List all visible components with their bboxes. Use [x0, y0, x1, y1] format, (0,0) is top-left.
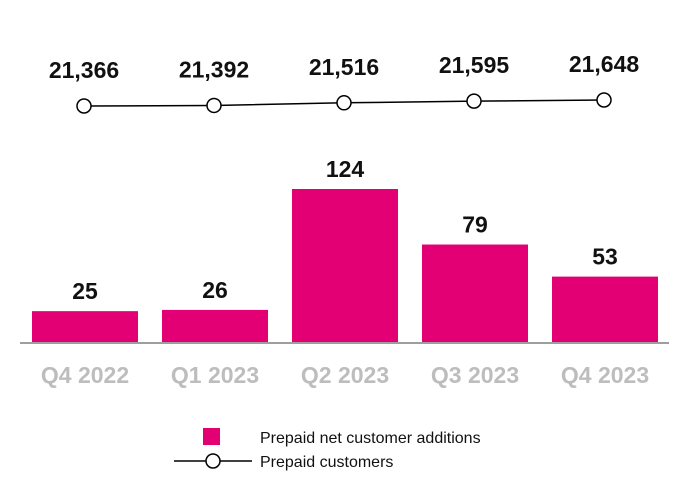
legend-label-bar: Prepaid net customer additions [260, 430, 481, 447]
bar-q3-2023 [422, 244, 528, 342]
line-value-label: 21,366 [49, 57, 119, 83]
bar-value-label: 26 [202, 277, 228, 303]
legend-swatch-bar [203, 428, 220, 445]
line-value-label: 21,392 [179, 56, 249, 82]
bar-q2-2023 [292, 189, 398, 342]
line-point-marker [466, 93, 482, 109]
bar-value-label: 53 [592, 244, 618, 270]
category-label: Q4 2023 [561, 362, 649, 388]
bar-q4-2022 [32, 311, 138, 342]
category-label: Q4 2022 [41, 362, 129, 388]
category-labels: Q4 2022 Q1 2023 Q2 2023 Q3 2023 Q4 2023 [41, 362, 649, 388]
category-label: Q2 2023 [301, 362, 389, 388]
line-point-marker [206, 97, 222, 114]
bar-q4-2023 [552, 276, 658, 342]
bar-value-label: 25 [72, 278, 98, 304]
category-label: Q1 2023 [171, 362, 259, 388]
category-label: Q3 2023 [431, 362, 519, 388]
line-value-labels: 21,366 21,392 21,516 21,595 21,648 [49, 51, 640, 83]
line-point-marker [336, 95, 352, 111]
bars-group [32, 189, 658, 342]
line-value-label: 21,516 [309, 54, 379, 80]
bar-value-label: 124 [326, 156, 365, 182]
bar-value-labels: 25 26 124 79 53 [72, 156, 618, 304]
line-value-label: 21,595 [439, 52, 510, 78]
line-point-marker [76, 98, 92, 114]
legend-marker-icon [205, 453, 221, 469]
line-value-label: 21,648 [569, 51, 640, 77]
line-point-marker [596, 92, 612, 108]
legend-label-line: Prepaid customers [260, 454, 393, 471]
bar-q1-2023 [162, 309, 268, 342]
legend: Prepaid net customer additions Prepaid c… [174, 428, 481, 471]
line-series-group [76, 92, 612, 114]
bar-value-label: 79 [462, 212, 488, 238]
